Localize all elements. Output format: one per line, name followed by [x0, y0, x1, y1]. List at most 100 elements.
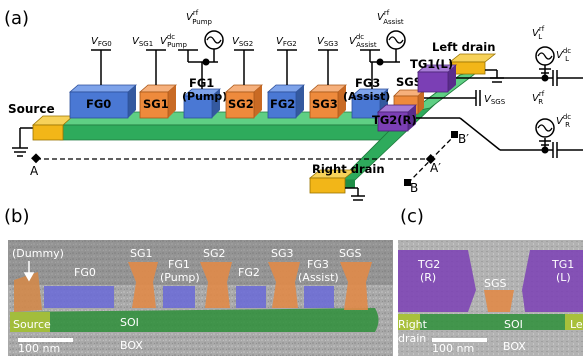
gate-label-fg2: FG2: [270, 97, 295, 111]
rf-source-right: [535, 118, 555, 154]
tem-fg2: [236, 286, 266, 308]
source-label: Source: [8, 102, 55, 116]
gate-label-sg3: SG3: [312, 97, 338, 111]
rf-source-assist: [376, 30, 406, 66]
svg-text:SG1: SG1: [130, 247, 153, 260]
svg-text:SOI: SOI: [504, 318, 523, 331]
svg-text:SOI: SOI: [120, 316, 139, 329]
svg-text:VSGS: VSGS: [484, 94, 506, 106]
svg-text:SGS: SGS: [484, 277, 507, 290]
svg-text:BOX: BOX: [503, 340, 526, 353]
svg-text:FG3: FG3: [307, 258, 329, 271]
tem-tg2: [398, 250, 476, 312]
gate-fg1: [182, 88, 222, 119]
soi-layer-b: [10, 308, 379, 332]
svg-text:VSG3: VSG3: [317, 36, 338, 48]
gate-sg1: [138, 84, 178, 119]
svg-text:(Assist): (Assist): [298, 271, 339, 284]
svg-text:(Pump): (Pump): [160, 271, 200, 284]
scale-bar-b: [18, 338, 73, 342]
voltage-labels: VFG0 VSG1 Vdc Pump Vrf Pump VSG2 VFG2 VSG3…: [91, 9, 571, 129]
svg-text:Le: Le: [570, 318, 583, 331]
tem-sgs-c: [484, 290, 514, 312]
panel-c: (c) TG2 (R) SGS TG1 (L) Right drain SOI …: [398, 206, 583, 356]
svg-text:FG0: FG0: [74, 266, 96, 279]
panel-b-label: (b): [4, 206, 29, 227]
tem-dummy: [14, 272, 42, 312]
tem-tg1: [522, 250, 583, 312]
svg-text:VSG2: VSG2: [232, 36, 253, 48]
gate-fg0: [68, 84, 138, 119]
panel-b-labels: (Dummy) FG0 SG1 FG1 (Pump) SG2 FG2 SG3 F…: [12, 247, 362, 355]
ground-symbol-right-drain: [345, 187, 365, 201]
rf-source-left: [535, 46, 555, 82]
cut-label-a: A: [30, 164, 39, 178]
panel-a-label: (a): [4, 8, 29, 29]
cut-label-a-prime: A′: [430, 161, 441, 175]
gate-label-sg2: SG2: [228, 97, 254, 111]
gate-bias-symbols: [91, 49, 400, 89]
panel-c-labels: TG2 (R) SGS TG1 (L) Right drain SOI Le B…: [398, 258, 583, 355]
panel-a: (a) Source L: [4, 8, 583, 201]
right-drain-block: [308, 169, 357, 194]
left-drain-label: Left drain: [432, 40, 495, 54]
svg-text:Source: Source: [13, 318, 51, 331]
gate-label-fg3: FG3: [355, 76, 380, 90]
svg-text:VSG1: VSG1: [132, 36, 153, 48]
panel-b: (b) (Dummy) FG0 SG1 FG1 (Pump) SG2 FG2 S…: [4, 206, 393, 356]
ground-symbol-left-drain: [485, 69, 504, 83]
sgs-bias: [424, 90, 481, 106]
svg-text:TG1: TG1: [551, 258, 574, 271]
gate-label-sg1: SG1: [143, 97, 169, 111]
cut-label-b: B: [410, 181, 418, 195]
left-drain-block: [448, 53, 497, 75]
gate-sg2: [224, 84, 264, 119]
tem-sgs: [340, 262, 372, 310]
scale-bar-c: [432, 338, 487, 342]
gate-tg2: [376, 104, 418, 132]
svg-text:FG1: FG1: [168, 258, 190, 271]
gate-sg3: [308, 84, 348, 119]
gate-fg2: [266, 84, 306, 119]
svg-text:BOX: BOX: [120, 339, 143, 352]
svg-text:FG2: FG2: [238, 266, 260, 279]
tem-sg3: [268, 262, 300, 308]
svg-text:SG3: SG3: [271, 247, 294, 260]
gate-label-tg1: TG1(L): [410, 57, 453, 71]
tem-sg1: [128, 262, 158, 308]
tem-fg0: [44, 286, 114, 308]
gate-label-tg2: TG2(R): [372, 113, 417, 127]
tem-fg1: [163, 286, 195, 308]
dummy-arrow: [23, 261, 35, 282]
ground-symbol-source: [12, 127, 38, 157]
gate-sublabel-fg1: (Pump): [182, 90, 227, 103]
svg-text:VFG2: VFG2: [276, 36, 297, 48]
svg-text:drain: drain: [398, 332, 426, 345]
svg-text:100 nm: 100 nm: [432, 342, 474, 355]
rf-source-pump: [202, 30, 224, 66]
gate-sublabel-fg3: (Assist): [343, 90, 390, 103]
svg-text:(R): (R): [420, 271, 436, 284]
gate-label-fg0: FG0: [86, 97, 111, 111]
svg-text:Right: Right: [398, 318, 428, 331]
svg-text:(Dummy): (Dummy): [12, 247, 64, 260]
tem-fg3: [304, 286, 334, 308]
tem-sg2: [200, 262, 232, 308]
svg-text:TG2: TG2: [417, 258, 440, 271]
svg-text:100 nm: 100 nm: [18, 342, 60, 355]
svg-text:SG2: SG2: [203, 247, 226, 260]
gate-tg1: [416, 64, 458, 93]
svg-text:(L): (L): [556, 271, 571, 284]
svg-text:SGS: SGS: [339, 247, 362, 260]
right-drain-label: Right drain: [312, 162, 385, 176]
soi-layer-c: [398, 314, 583, 330]
